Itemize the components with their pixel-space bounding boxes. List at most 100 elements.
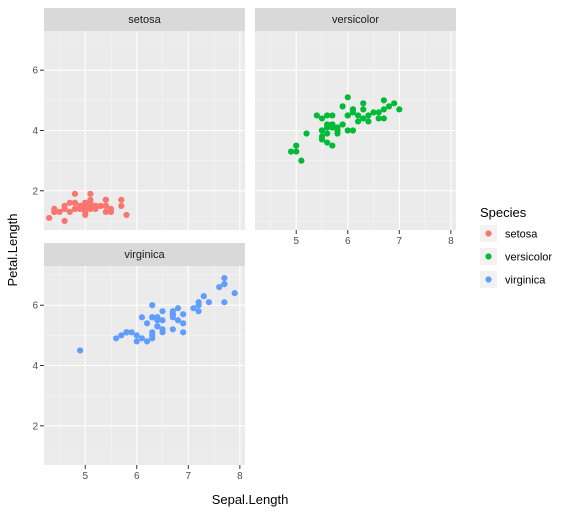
data-point-versicolor (293, 148, 300, 155)
data-point-versicolor (365, 118, 372, 125)
data-point-virginica (169, 311, 176, 318)
data-point-setosa (102, 196, 109, 203)
x-tick-label: 6 (134, 471, 140, 482)
data-point-versicolor (329, 112, 336, 119)
y-tick-label: 4 (32, 361, 38, 372)
data-point-setosa (92, 202, 99, 209)
legend-label-virginica: virginica (505, 275, 546, 287)
facet-strip (255, 8, 456, 31)
data-point-versicolor (324, 121, 331, 128)
data-point-virginica (180, 311, 187, 318)
data-point-versicolor (293, 142, 300, 149)
data-point-setosa (87, 190, 94, 197)
data-point-versicolor (287, 148, 295, 155)
data-point-versicolor (313, 112, 320, 119)
data-point-versicolor (324, 130, 331, 137)
data-point-setosa (118, 196, 125, 203)
data-point-virginica (205, 299, 213, 306)
data-point-virginica (180, 329, 187, 336)
data-point-virginica (149, 302, 156, 309)
data-point-virginica (159, 317, 166, 324)
data-point-versicolor (344, 112, 351, 119)
data-point-virginica (216, 284, 223, 291)
data-point-virginica (133, 338, 140, 345)
data-point-setosa (71, 190, 79, 197)
data-point-setosa (46, 214, 53, 222)
y-tick-label: 4 (32, 126, 38, 137)
data-point-setosa (61, 205, 68, 212)
legend-key-versicolor (485, 253, 492, 260)
facet-strip-label: versicolor (332, 14, 379, 26)
x-axis-title: Sepal.Length (212, 492, 289, 507)
data-point-setosa (82, 199, 89, 206)
data-point-versicolor (303, 130, 310, 137)
data-point-virginica (149, 314, 156, 321)
data-point-versicolor (375, 109, 382, 116)
data-point-versicolor (339, 103, 346, 110)
legend: Species setosa versicolor virginica (480, 205, 552, 288)
data-point-virginica (123, 329, 130, 336)
data-point-versicolor (339, 121, 346, 128)
x-tick-label: 8 (237, 471, 243, 482)
data-point-versicolor (396, 106, 403, 113)
x-tick-label: 8 (448, 236, 454, 247)
data-point-versicolor (354, 112, 362, 119)
data-point-versicolor (375, 115, 382, 122)
data-point-versicolor (370, 109, 377, 116)
data-point-virginica (118, 332, 125, 339)
data-point-setosa (97, 202, 104, 209)
legend-entries: setosa versicolor virginica (480, 225, 552, 288)
data-point-virginica (221, 299, 228, 306)
y-tick-label: 6 (32, 66, 38, 77)
data-point-virginica (190, 305, 197, 312)
data-point-versicolor (385, 103, 393, 110)
data-point-setosa (71, 205, 79, 212)
data-point-virginica (221, 274, 228, 282)
data-point-virginica (143, 320, 151, 327)
data-point-versicolor (318, 136, 326, 143)
data-point-virginica (113, 335, 120, 342)
data-point-setosa (82, 205, 89, 212)
facet-strip (44, 243, 245, 266)
y-tick-label: 2 (32, 421, 38, 432)
data-point-versicolor (324, 112, 331, 119)
data-point-virginica (76, 347, 84, 354)
data-point-versicolor (298, 157, 305, 164)
data-point-setosa (66, 199, 73, 206)
data-point-virginica (138, 335, 146, 342)
data-point-virginica (128, 329, 135, 336)
facet-strip-label: setosa (128, 14, 161, 26)
data-point-virginica (138, 314, 146, 321)
data-point-virginica (143, 338, 151, 345)
data-point-versicolor (329, 142, 336, 149)
data-point-setosa (61, 217, 68, 225)
data-point-virginica (154, 323, 161, 330)
data-point-virginica (159, 308, 166, 315)
data-point-virginica (149, 332, 156, 339)
data-point-versicolor (344, 94, 351, 101)
data-point-virginica (231, 290, 238, 297)
x-tick-label: 5 (293, 236, 299, 247)
data-point-versicolor (318, 115, 326, 122)
x-tick-label: 5 (82, 471, 88, 482)
data-point-setosa (56, 208, 63, 216)
data-point-versicolor (334, 127, 341, 134)
data-point-setosa (123, 211, 130, 219)
x-tick-label: 7 (397, 236, 403, 247)
data-point-setosa (51, 208, 58, 216)
data-point-virginica (221, 280, 228, 288)
x-tick-label: 7 (186, 471, 192, 482)
legend-label-setosa: setosa (505, 229, 538, 241)
facet-versicolor: versicolor (255, 8, 456, 230)
data-point-versicolor (391, 100, 398, 107)
data-point-virginica (159, 326, 166, 333)
data-point-setosa (102, 202, 109, 209)
data-point-versicolor (329, 124, 336, 131)
legend-key-setosa (485, 230, 492, 237)
data-point-versicolor (318, 127, 326, 134)
data-point-versicolor (324, 139, 331, 146)
axes: 2 4 6 5 6 7 8 2 4 6 5 6 7 8 (32, 66, 454, 482)
data-point-virginica (195, 302, 202, 309)
data-point-versicolor (360, 100, 367, 107)
data-point-setosa (71, 199, 79, 206)
